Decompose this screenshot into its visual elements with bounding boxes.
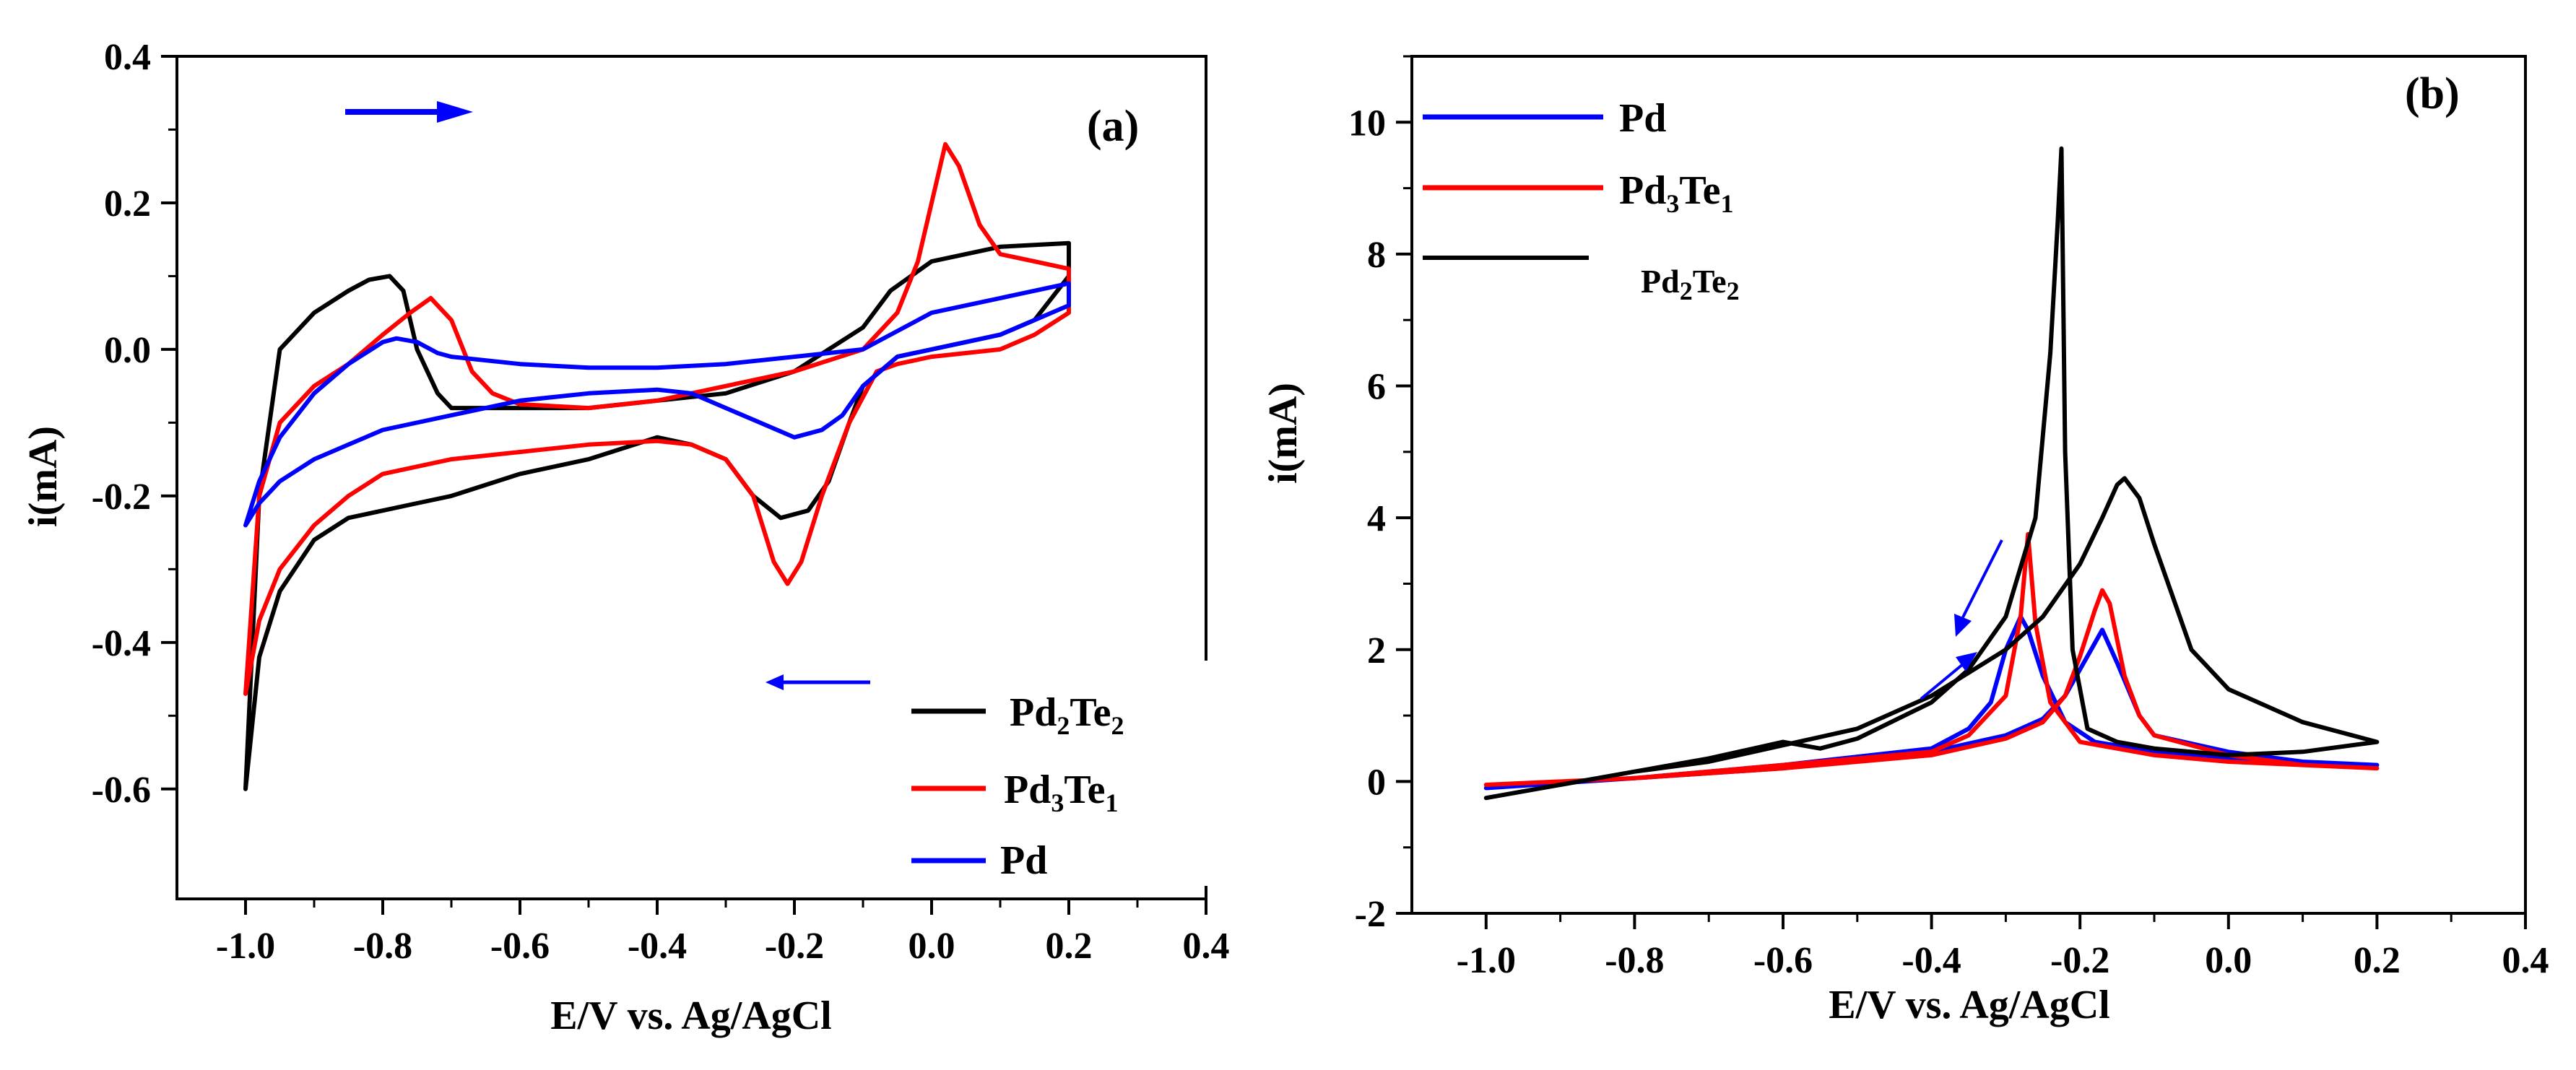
- panel-b-ytick-label: 8: [1367, 235, 1386, 276]
- panel-a-ytick-label: 0.4: [104, 37, 151, 78]
- panel-b-frame: [1410, 55, 2527, 915]
- panel-b-xtick-label: 0.0: [2205, 940, 2252, 981]
- panel-a-ytick-label: 0.0: [104, 330, 151, 371]
- panel-a-xlabel: E/V vs. Ag/AgCl: [550, 993, 831, 1038]
- panel-a-ytick-label: -0.6: [92, 770, 151, 811]
- panel-b-legend: Pd Pd3Te1 Pd2Te2: [1423, 96, 1740, 305]
- panel-b-ytick-label: 4: [1367, 498, 1386, 539]
- panel-a-xtick-label: 0.0: [908, 926, 955, 967]
- legend-b-label-pd2te2: Pd2Te2: [1641, 263, 1740, 305]
- panel-a-xtick-label: -0.8: [353, 926, 412, 967]
- panel-b-ytick-label: 6: [1367, 367, 1386, 408]
- panel-b-xtick-label: -0.4: [1901, 940, 1961, 981]
- panel-a-xtick-label: -0.4: [628, 926, 687, 967]
- panel-a: -1.0 -0.8 -0.6 -0.4 -0.2 0.0 0.2 0.4 -0.6 -0.4 -0.…: [21, 37, 1230, 1038]
- panel-a-legend: Pd2Te2 Pd3Te1 Pd: [882, 661, 1216, 886]
- legend-a-item-pd2te2: Pd2Te2: [911, 690, 1124, 740]
- panel-a-curves: [243, 142, 1071, 791]
- panel-b-xtick-label: 0.2: [2354, 940, 2401, 981]
- legend-a-item-pd3te1: Pd3Te1: [911, 767, 1118, 817]
- panel-b-label: (b): [2405, 69, 2460, 118]
- legend-b-item-pd: Pd: [1423, 96, 1666, 141]
- legend-a-label-pd: Pd: [1000, 838, 1047, 883]
- panel-b-xtick-label: -0.6: [1753, 940, 1813, 981]
- panel-a-xtick-label: 0.4: [1183, 926, 1230, 967]
- panel-a-label: (a): [1087, 102, 1139, 151]
- panel-b-xtick-label: 0.4: [2502, 940, 2549, 981]
- panel-a-series-pd: [243, 281, 1071, 528]
- panel-a-ylabel: i(mA): [21, 426, 66, 527]
- panel-a-ytick-label: 0.2: [104, 183, 151, 225]
- panel-b-curves: [1483, 146, 2380, 801]
- legend-a-item-pd: Pd: [911, 838, 1047, 883]
- legend-a-label-pd2te2: Pd2Te2: [1010, 690, 1124, 740]
- panel-a-ticks: -1.0 -0.8 -0.6 -0.4 -0.2 0.0 0.2 0.4 -0.6 -0.4 -0.…: [92, 37, 1230, 967]
- panel-a-xtick-label: -1.0: [216, 926, 275, 967]
- panel-a-ytick-label: -0.2: [92, 477, 151, 518]
- reverse-scan-arrow: [766, 674, 870, 690]
- legend-b-item-pd2te2: Pd2Te2: [1423, 256, 1740, 305]
- panel-b-xtick-label: -0.2: [2050, 940, 2109, 981]
- panel-b-ticks: -1.0 -0.8 -0.6 -0.4 -0.2 0.0 0.2 0.4 -2 0 2 4 6 8 10: [1348, 55, 2549, 981]
- panel-a-xtick-label: -0.2: [765, 926, 824, 967]
- panel-a-frame: [175, 55, 1207, 900]
- panel-b-ytick-label: 2: [1367, 630, 1386, 671]
- panel-a-xtick-label: 0.2: [1046, 926, 1093, 967]
- legend-b-item-pd3te1: Pd3Te1: [1423, 168, 1733, 218]
- panel-b-ytick-label: -2: [1355, 894, 1386, 935]
- panel-b-series-pd2te2: [1483, 146, 2380, 801]
- panel-a-series-pd3te1: [243, 142, 1071, 696]
- panel-b-ylabel: i(mA): [1261, 383, 1306, 484]
- panel-b-xtick-label: -0.8: [1605, 940, 1664, 981]
- panel-b-xtick-label: -1.0: [1457, 940, 1516, 981]
- scan-arrow-up: [1920, 652, 1977, 700]
- forward-scan-arrow: [345, 101, 473, 123]
- scan-arrow-down: [1954, 539, 2003, 637]
- panel-b: -1.0 -0.8 -0.6 -0.4 -0.2 0.0 0.2 0.4 -2 0 2 4 6 8 10 (…: [1261, 55, 2549, 1027]
- panel-b-series-pd3te1: [1483, 532, 2380, 787]
- legend-b-label-pd: Pd: [1619, 96, 1666, 141]
- legend-b-label-pd3te1: Pd3Te1: [1619, 168, 1733, 218]
- panel-a-ytick-label: -0.4: [92, 623, 151, 664]
- legend-a-label-pd3te1: Pd3Te1: [1004, 767, 1118, 817]
- panel-b-xlabel: E/V vs. Ag/AgCl: [1829, 983, 2109, 1027]
- panel-b-ytick-label: 0: [1367, 762, 1386, 803]
- panel-b-ytick-label: 10: [1348, 103, 1386, 144]
- legend-a-box: [882, 661, 1216, 886]
- panel-a-xtick-label: -0.6: [490, 926, 550, 967]
